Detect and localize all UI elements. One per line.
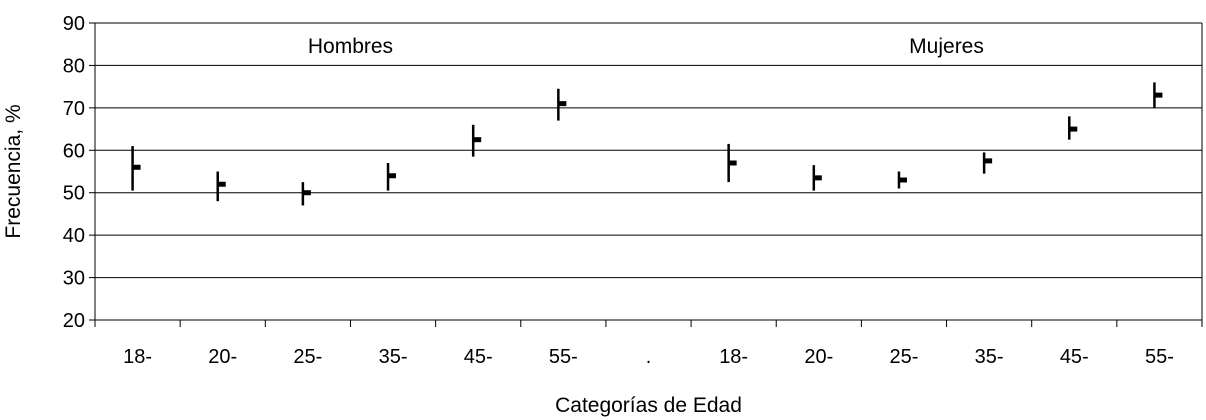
y-tick-label: 70	[63, 98, 85, 120]
x-tick-label: 35-	[975, 346, 1004, 368]
data-marks	[131, 82, 1163, 206]
data-point	[471, 124, 482, 157]
y-tick-label: 40	[63, 225, 85, 247]
x-tick-label: 35-	[379, 346, 408, 368]
y-tick-label: 50	[63, 183, 85, 205]
x-ticks	[94, 320, 1203, 327]
x-tick-label: 45-	[1060, 346, 1089, 368]
data-point	[557, 88, 567, 121]
x-tick-label: .	[646, 346, 652, 368]
y-axis-title: Frecuencia, %	[2, 104, 25, 238]
data-point	[1068, 116, 1078, 140]
data-point	[727, 143, 737, 183]
x-tick-label: 18-	[719, 346, 748, 368]
group-labels: Hombres Mujeres	[308, 35, 984, 58]
y-tick-label: 20	[63, 310, 85, 332]
x-tick-label: 45-	[464, 346, 493, 368]
x-tick-label: 20-	[804, 346, 833, 368]
data-point	[1153, 82, 1163, 108]
y-tick-label: 90	[63, 13, 85, 35]
x-tick-labels: 18- 20- 25- 35- 45- 55-. 18- 20- 25- 35- 45- 55-	[123, 346, 1174, 368]
x-tick-label: 55-	[1145, 346, 1174, 368]
y-tick-label: 60	[63, 140, 85, 162]
x-axis-title: Categorías de Edad	[555, 394, 742, 417]
x-tick-label: 55-	[549, 346, 578, 368]
data-point	[216, 171, 226, 202]
y-tick-label: 80	[63, 55, 85, 77]
group-label: Mujeres	[909, 35, 984, 58]
data-point	[131, 146, 141, 191]
x-tick-label: 25-	[890, 346, 919, 368]
x-tick-label: 18-	[123, 346, 152, 368]
gridlines	[89, 22, 1202, 321]
data-point	[897, 171, 907, 189]
data-point	[386, 163, 397, 191]
x-tick-label: 25-	[293, 346, 322, 368]
plot-area	[94, 23, 1203, 320]
data-point	[982, 152, 993, 174]
group-label: Hombres	[308, 35, 393, 58]
y-tick-labels: 20 30 40 50 60 70 80 90	[63, 13, 85, 332]
y-tick-label: 30	[63, 268, 85, 290]
x-tick-label: 20-	[208, 346, 237, 368]
data-point	[301, 182, 311, 206]
data-point	[812, 165, 822, 191]
